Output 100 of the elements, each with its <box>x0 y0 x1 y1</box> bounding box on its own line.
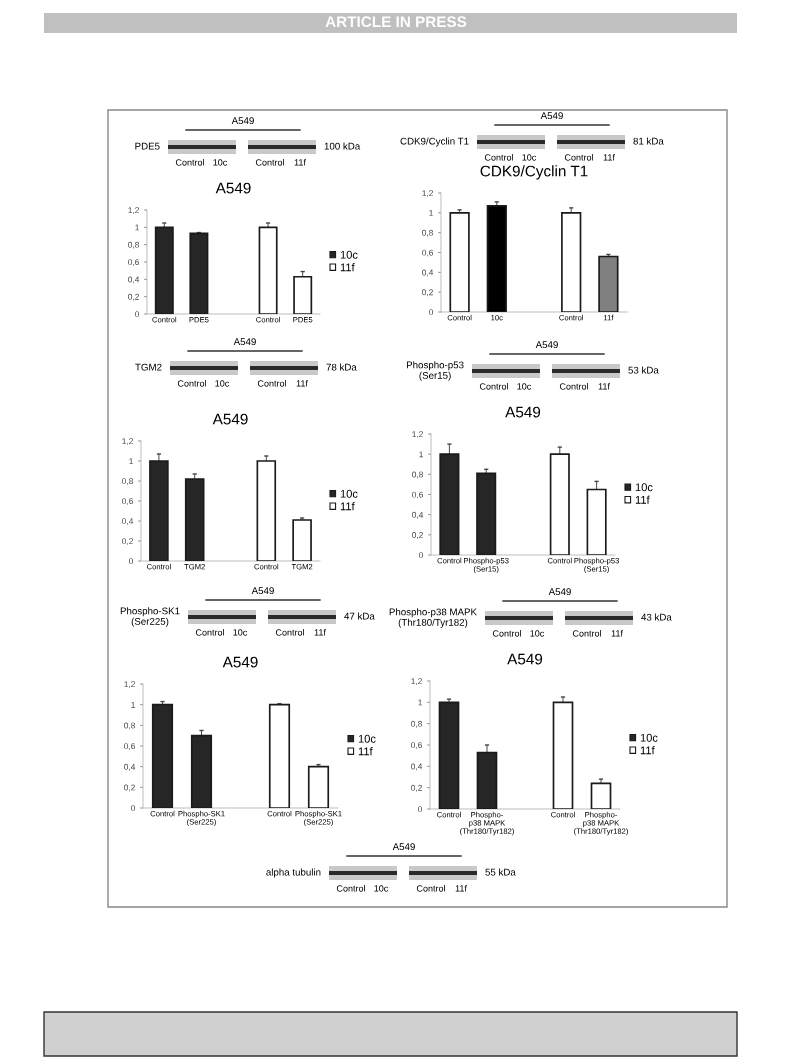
y-tick-label: 0 <box>418 806 423 813</box>
text: Control <box>177 380 206 387</box>
text: Control <box>175 159 204 166</box>
text: Phospho-SK1 (Ser225) <box>120 607 180 627</box>
text: PDE5 <box>135 142 160 150</box>
text: 11f <box>611 630 623 637</box>
text: 10c <box>522 154 537 161</box>
text: 53 kDa <box>628 366 659 374</box>
text: 11f <box>598 383 610 390</box>
legend-label: 11f <box>340 502 355 511</box>
y-tick-label: 1,2 <box>124 681 135 689</box>
y-tick-label: 0,2 <box>122 538 133 546</box>
y-tick-label: 1 <box>418 699 422 706</box>
legend-label: 11f <box>635 495 650 504</box>
chart-title: A549 <box>212 413 248 425</box>
text: 55 kDa <box>485 868 516 876</box>
text: Control <box>336 885 365 892</box>
chart-title: A549 <box>507 653 543 665</box>
text: Control <box>195 629 224 636</box>
text: A549 <box>540 112 563 120</box>
text: ARTICLE IN PRESS <box>325 16 467 28</box>
text: 81 kDa <box>633 137 664 145</box>
y-tick-label: 0,8 <box>411 720 422 728</box>
text: 10c <box>215 380 230 387</box>
y-tick-label: 0,4 <box>422 269 434 277</box>
y-tick-label: 1 <box>135 224 139 231</box>
text: Control <box>416 885 445 892</box>
text: 11f <box>294 159 306 166</box>
legend-label: 10c <box>358 734 376 743</box>
text: 10c <box>517 383 532 390</box>
legend-label: 11f <box>340 263 355 272</box>
y-tick-label: 0,6 <box>422 249 433 257</box>
text: alpha tubulin <box>266 868 321 878</box>
text: 10c <box>233 629 248 636</box>
text: Control <box>572 630 601 637</box>
legend-label: 10c <box>635 483 653 492</box>
text: A549 <box>231 117 254 125</box>
text: Phospho-p53 (Ser15) <box>406 361 464 381</box>
text: Control <box>257 380 286 387</box>
y-tick-label: 1 <box>419 451 423 458</box>
y-tick-label: 0,6 <box>412 491 423 499</box>
text: Control <box>484 154 513 161</box>
y-tick-label: 0,2 <box>422 289 433 297</box>
y-tick-label: 0,8 <box>412 471 423 479</box>
text: A549 <box>548 588 571 596</box>
y-tick-label: 0,8 <box>124 722 135 730</box>
y-tick-label: 0,4 <box>412 511 424 519</box>
y-tick-label: 1,2 <box>128 207 139 215</box>
text: A549 <box>233 338 256 346</box>
text: 43 kDa <box>641 613 672 621</box>
y-tick-label: 1,2 <box>122 438 133 446</box>
chart-title: CDK9/Cyclin T1 <box>480 165 588 180</box>
text: Control <box>492 630 521 637</box>
y-tick-label: 0,4 <box>411 763 423 771</box>
text: 11f <box>314 629 326 636</box>
text: A549 <box>535 341 558 349</box>
y-tick-label: 0,2 <box>411 784 422 792</box>
y-tick-label: 1,2 <box>411 678 422 686</box>
y-tick-label: 0,8 <box>128 241 139 249</box>
text: Phospho-p38 MAPK (Thr180/Tyr182) <box>389 608 477 628</box>
text: Control <box>255 159 284 166</box>
y-tick-label: 0 <box>419 552 424 559</box>
legend-label: 11f <box>640 746 655 755</box>
y-tick-label: 1 <box>131 701 135 708</box>
text: 11f <box>603 154 615 161</box>
y-tick-label: 0,6 <box>124 743 135 751</box>
chart-title: A549 <box>215 182 251 194</box>
y-tick-label: 0,6 <box>122 498 133 506</box>
y-tick-label: 0,2 <box>412 532 423 539</box>
text: 100 kDa <box>324 142 361 150</box>
y-tick-label: 0 <box>131 805 136 812</box>
y-tick-label: 0,6 <box>411 742 422 750</box>
text: 10c <box>374 885 389 892</box>
text: 11f <box>296 380 308 387</box>
legend-label: 10c <box>640 733 658 742</box>
y-tick-label: 0,2 <box>124 784 135 792</box>
y-tick-label: 1 <box>429 210 433 216</box>
text: Control <box>559 383 588 390</box>
text: 78 kDa <box>326 363 357 371</box>
text: 11f <box>455 885 467 892</box>
y-tick-label: 0,4 <box>122 518 134 526</box>
text: A549 <box>251 587 274 595</box>
text: 10c <box>213 159 228 166</box>
y-tick-label: 0,8 <box>422 229 433 237</box>
text: Control <box>564 154 593 161</box>
y-tick-label: 0,8 <box>122 478 133 486</box>
text: Control <box>479 383 508 390</box>
y-tick-label: 1,2 <box>412 431 423 439</box>
y-tick-label: 0,2 <box>128 293 139 301</box>
chart-title: A549 <box>505 406 541 418</box>
y-tick-label: 1 <box>129 458 133 465</box>
legend-label: 11f <box>358 747 373 756</box>
text: CDK9/Cyclin T1 <box>400 137 469 147</box>
y-tick-label: 0,4 <box>128 276 140 284</box>
chart-title: A549 <box>222 656 258 668</box>
y-tick-label: 0 <box>135 311 140 318</box>
legend-label: 10c <box>340 250 358 259</box>
y-tick-label: 1,2 <box>422 190 433 198</box>
y-tick-label: 0 <box>129 558 134 565</box>
text: 10c <box>530 630 545 637</box>
